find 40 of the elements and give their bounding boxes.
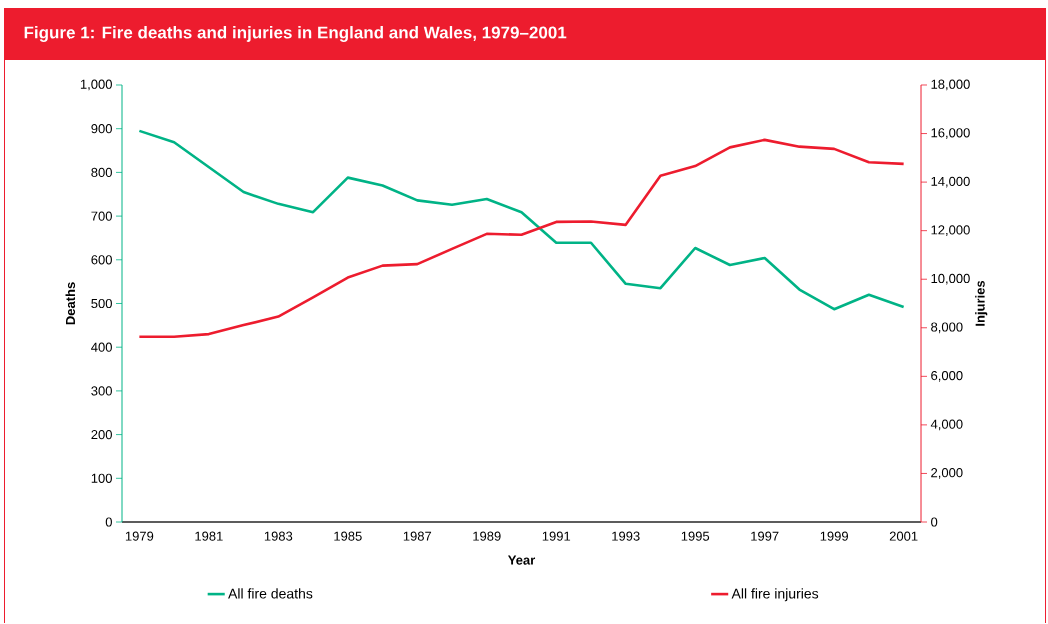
y-tick-label: 900 <box>91 124 112 134</box>
y2-tick-label: 2,000 <box>931 468 963 480</box>
x-tick-label: 1993 <box>612 531 640 541</box>
y-tick-label: 600 <box>91 255 112 265</box>
y2-tick-label: 0 <box>931 517 938 527</box>
x-tick-label: 1989 <box>473 531 501 541</box>
y2-tick-label: 6,000 <box>931 371 963 382</box>
y-tick-label: 800 <box>91 168 112 178</box>
x-tick-label: 1995 <box>681 531 710 541</box>
x-tick-label: 1987 <box>403 531 432 541</box>
y-tick-label: 500 <box>91 299 112 309</box>
x-tick-label: 1983 <box>264 531 293 541</box>
x-tick-label: 1981 <box>195 531 223 541</box>
legend-label: All fire injuries <box>731 588 819 602</box>
y2-axis-title: Injuries <box>975 281 988 326</box>
y-tick-label: 700 <box>91 211 112 221</box>
y-axis-title: Deaths <box>65 282 76 325</box>
x-tick-label: 1985 <box>334 531 362 541</box>
y2-tick-label: 12,000 <box>931 225 970 237</box>
x-tick-label: 1999 <box>820 531 849 541</box>
y-tick-label: 100 <box>91 473 112 484</box>
y-tick-label: 400 <box>91 342 112 353</box>
y2-tick-label: 8,000 <box>931 322 963 334</box>
x-tick-label: 1979 <box>125 531 154 541</box>
x-tick-label: 2001 <box>889 531 918 541</box>
x-axis-title: Year <box>507 555 536 565</box>
y-tick-label: 200 <box>91 430 112 440</box>
x-tick-label: 1991 <box>542 531 571 541</box>
y2-tick-label: 4,000 <box>930 419 963 431</box>
y2-tick-label: 16,000 <box>931 128 970 140</box>
x-tick-label: 1997 <box>751 531 779 541</box>
legend-label: All fire deaths <box>228 588 313 599</box>
y2-tick-label: 10,000 <box>931 274 970 285</box>
y-tick-label: 1,000 <box>80 79 112 91</box>
y-tick-label: 300 <box>91 386 112 396</box>
y-tick-label: 0 <box>105 517 112 527</box>
y2-tick-label: 14,000 <box>931 176 970 188</box>
line-series <box>138 138 905 339</box>
y2-tick-label: 18,000 <box>931 79 970 91</box>
chart-title: Figure 1: Fire deaths and injuries in England and Wales, 1979–2001 <box>24 26 567 43</box>
